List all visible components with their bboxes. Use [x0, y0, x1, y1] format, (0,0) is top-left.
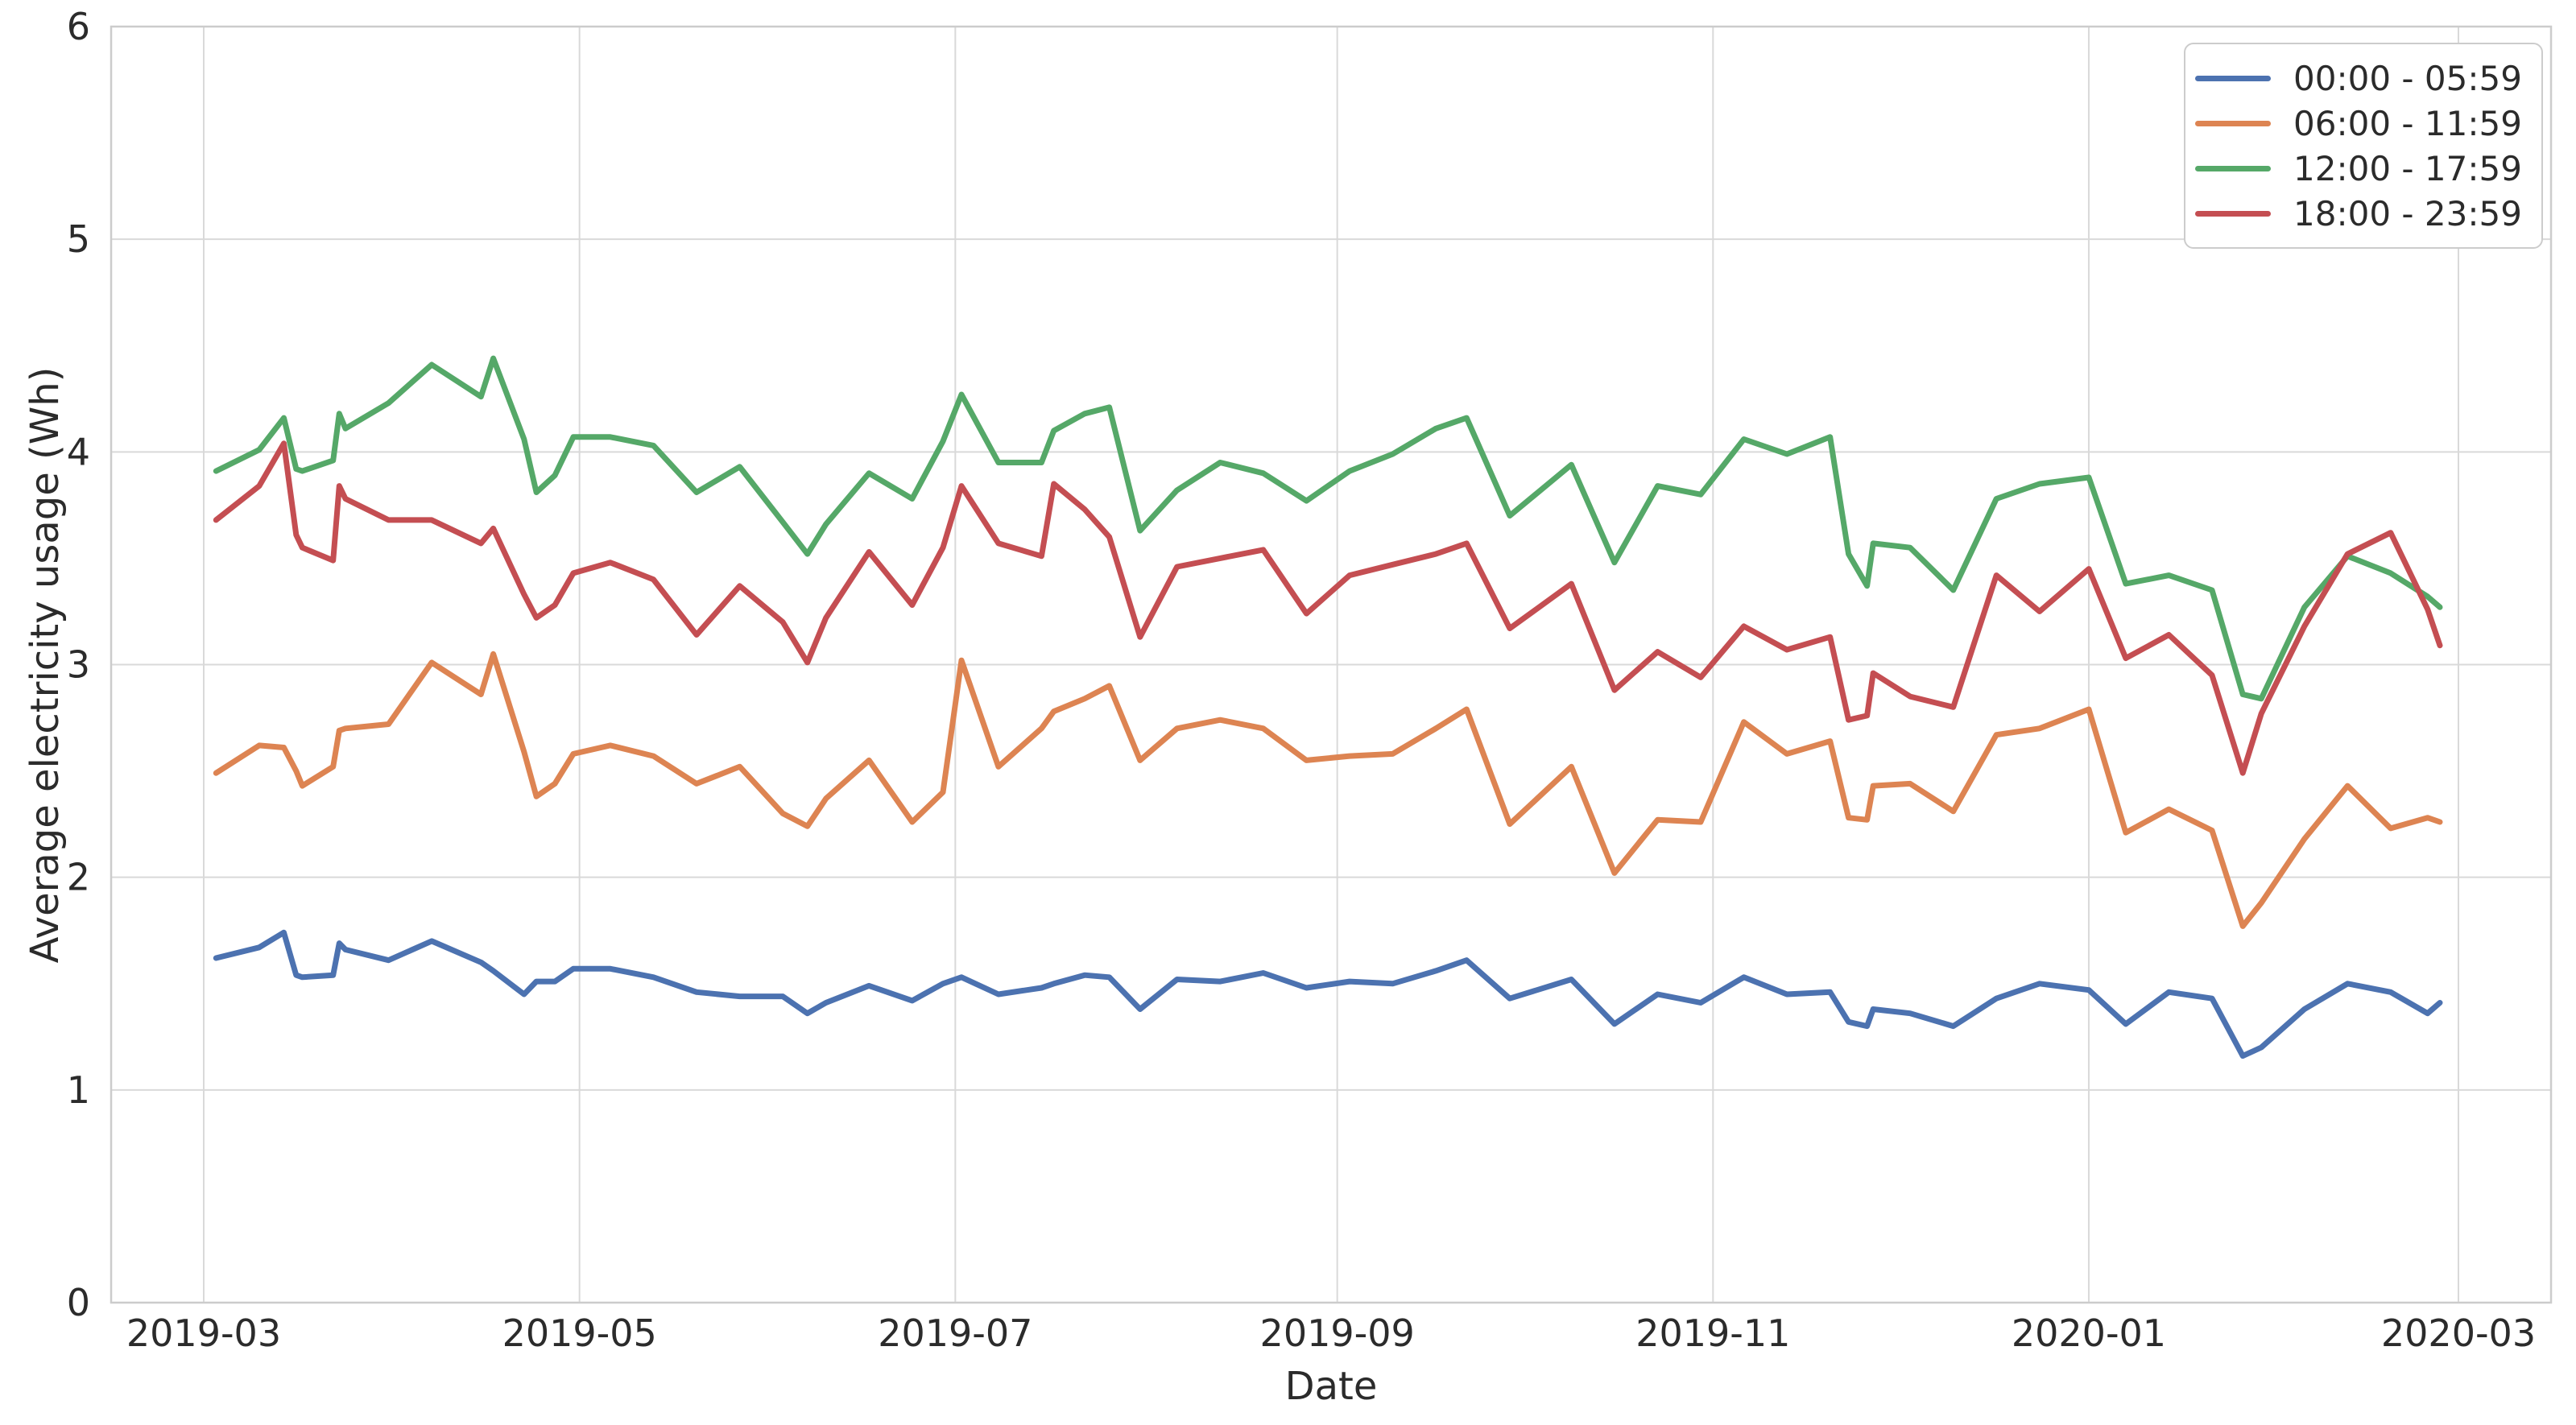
x-tick-label: 2019-03	[126, 1311, 281, 1355]
series-line-2	[213, 355, 2443, 702]
x-tick-label: 2019-11	[1635, 1311, 1790, 1355]
legend-label: 18:00 - 23:59	[2293, 193, 2522, 233]
series-line-0	[213, 929, 2443, 1059]
legend-label: 12:00 - 17:59	[2293, 148, 2522, 188]
y-tick-label: 0	[67, 1281, 90, 1324]
x-tick-label: 2020-01	[2012, 1311, 2166, 1355]
y-tick-label: 4	[67, 430, 90, 473]
x-tick-label: 2020-03	[2381, 1311, 2536, 1355]
legend-line-swatch	[2195, 75, 2271, 81]
x-tick-label: 2019-09	[1260, 1311, 1415, 1355]
legend-line-swatch	[2195, 165, 2271, 171]
x-tick-label: 2019-05	[502, 1311, 657, 1355]
y-tick-label: 2	[67, 856, 90, 899]
x-tick-label: 2019-07	[878, 1311, 1032, 1355]
y-tick-label: 3	[67, 643, 90, 687]
legend: 00:00 - 05:59 06:00 - 11:59 12:00 - 17:59 1…	[2184, 43, 2543, 249]
legend-item: 18:00 - 23:59	[2195, 191, 2541, 236]
plot-border	[110, 25, 2553, 1304]
legend-label: 06:00 - 11:59	[2293, 103, 2522, 143]
legend-item: 00:00 - 05:59	[2195, 56, 2541, 101]
y-tick-label: 5	[67, 217, 90, 261]
y-tick-label: 6	[67, 5, 90, 48]
y-tick-label: 1	[67, 1068, 90, 1112]
x-axis-title: Date	[1284, 1364, 1378, 1409]
legend-line-swatch	[2195, 210, 2271, 217]
series-line-1	[213, 651, 2443, 929]
legend-item: 06:00 - 11:59	[2195, 101, 2541, 146]
legend-line-swatch	[2195, 120, 2271, 126]
legend-item: 12:00 - 17:59	[2195, 146, 2541, 191]
y-axis-title: Average electricity usage (Wh)	[23, 366, 68, 964]
series-line-3	[213, 440, 2443, 776]
legend-label: 00:00 - 05:59	[2293, 58, 2522, 98]
